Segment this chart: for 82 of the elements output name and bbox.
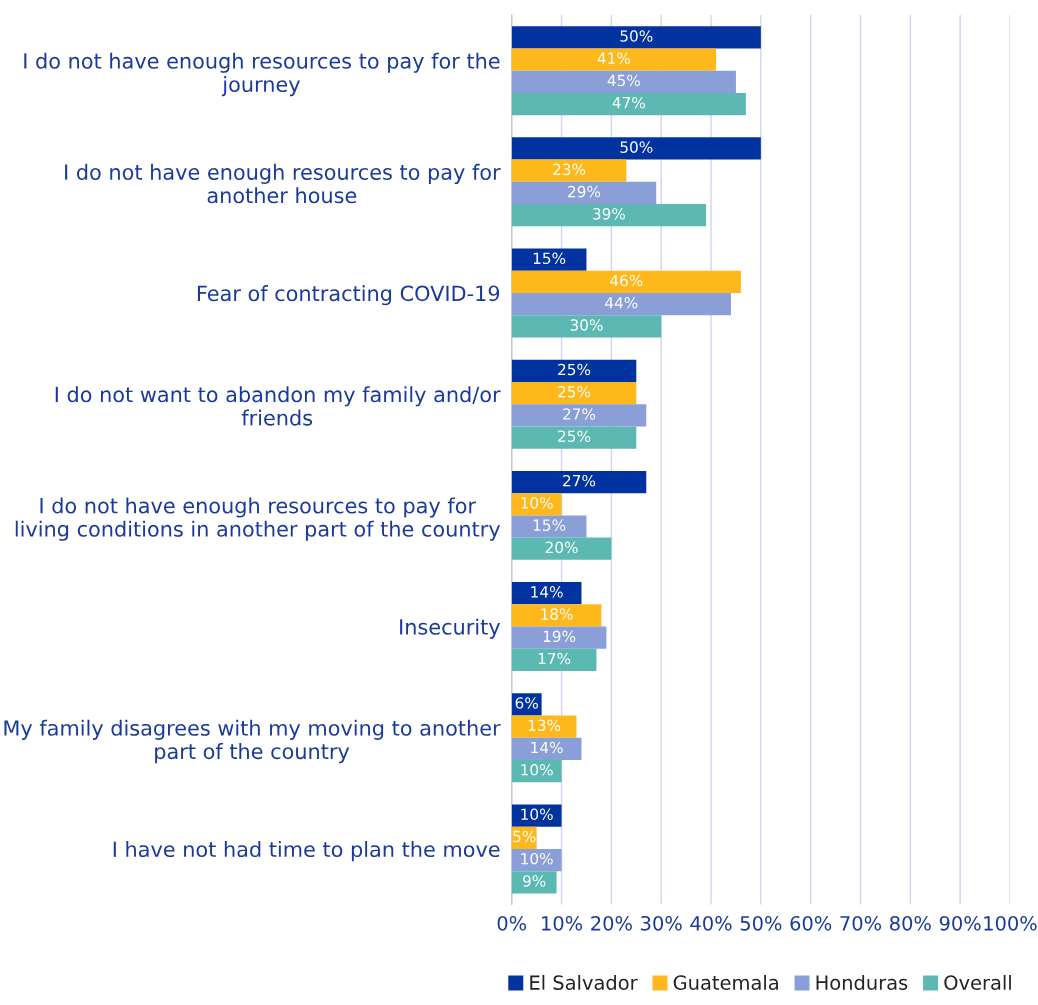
bar [511, 270, 741, 294]
data-label: 19% [543, 630, 576, 643]
bar [511, 871, 557, 894]
y-tick-label: I do not have enough resources to pay for living conditions in another part of the country [15, 497, 501, 541]
data-label: 20% [545, 541, 578, 554]
bar [511, 470, 647, 494]
data-label: 9% [523, 875, 546, 887]
bar [511, 92, 746, 116]
x-tick-label: 100% [984, 915, 1037, 931]
x-tick-label: 70% [840, 915, 882, 931]
y-tick-label: Insecurity [400, 618, 500, 639]
y-tick-label: My family disagrees with my moving to another part of the country [4, 719, 501, 764]
legend-label: Honduras [816, 974, 908, 990]
data-label: 25% [558, 385, 591, 398]
data-label: 5% [513, 830, 536, 843]
y-tick-label: Fear of contracting COVID-19 [197, 285, 500, 306]
data-label: 50% [620, 141, 653, 153]
x-tick-label: 0% [497, 915, 527, 931]
bar [511, 159, 627, 182]
bar [511, 804, 562, 827]
bar [511, 626, 607, 649]
x-tick-label: 50% [740, 915, 782, 931]
x-tick-label: 10% [542, 915, 583, 931]
data-label: 46% [610, 274, 643, 287]
data-label: 27% [563, 408, 596, 420]
bar [511, 70, 736, 93]
data-label: 17% [538, 652, 571, 665]
data-label: 15% [533, 252, 566, 265]
x-tick-label: 30% [641, 915, 682, 931]
legend-label: El Salvador [530, 974, 638, 990]
data-label: 25% [558, 430, 591, 442]
y-tick-label: I have not had time to plan the move [113, 841, 500, 862]
data-label: 39% [593, 208, 626, 220]
bar [511, 604, 602, 627]
data-label: 10% [521, 763, 553, 776]
bar [511, 381, 637, 405]
bar [511, 315, 662, 338]
bar [511, 26, 761, 49]
bar [511, 648, 597, 672]
data-label: 47% [612, 96, 645, 109]
data-label: 41% [597, 52, 631, 64]
data-label: 10% [521, 497, 553, 509]
bar [511, 48, 717, 71]
data-label: 14% [531, 586, 563, 598]
x-tick-label: 60% [790, 915, 832, 931]
data-label: 29% [568, 185, 601, 198]
data-label: 30% [570, 319, 603, 331]
bar [511, 293, 731, 316]
bar [511, 137, 761, 160]
legend-label: Overall [944, 974, 1011, 990]
x-tick-label: 80% [890, 915, 931, 931]
y-tick-label: I do not have enough resources to pay for another house [65, 163, 501, 204]
data-label: 44% [605, 297, 638, 309]
bar [511, 204, 707, 227]
bar [511, 737, 582, 760]
bar [511, 515, 587, 538]
x-tick-label: 40% [690, 915, 732, 931]
legend-label: Guatemala [673, 974, 778, 990]
data-label: 13% [528, 719, 561, 732]
bar [511, 582, 582, 605]
bar [511, 537, 612, 560]
bar [511, 248, 587, 271]
data-label: 10% [521, 808, 553, 820]
bar [511, 181, 657, 205]
data-label: 15% [533, 519, 566, 531]
x-tick-label: 20% [591, 915, 632, 931]
data-label: 6% [515, 697, 538, 709]
bar [511, 359, 637, 382]
data-label: 27% [563, 474, 596, 487]
bar [511, 404, 647, 427]
data-label: 50% [620, 30, 653, 42]
x-tick-label: 90% [939, 915, 981, 931]
data-label: 14% [531, 741, 563, 754]
data-label: 45% [607, 74, 640, 87]
data-label: 18% [541, 608, 573, 620]
data-label: 25% [558, 363, 591, 376]
bar [511, 426, 637, 449]
bar [511, 715, 577, 738]
y-tick-label: I do not have enough resources to pay for the journey [24, 52, 500, 97]
data-label: 10% [521, 852, 553, 865]
data-label: 23% [553, 163, 586, 176]
y-tick-label: I do not want to abandon my family and/or friends [55, 386, 501, 426]
